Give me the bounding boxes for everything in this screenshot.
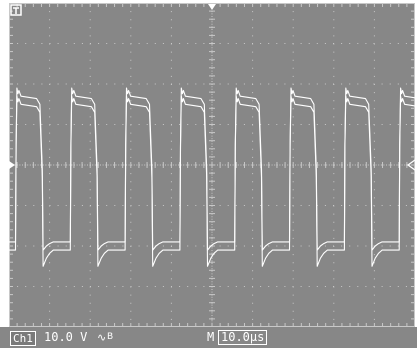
status-bar: Ch1 10.0 V ∿ B M 10.0μs: [0, 327, 417, 348]
timebase-scale[interactable]: 10.0μs: [218, 330, 268, 345]
channel-ground-arrow-icon: [9, 161, 15, 169]
timebase-label: M: [207, 330, 215, 344]
channel-label[interactable]: Ch1: [10, 331, 36, 346]
channel-scale: 10.0 V: [44, 330, 88, 344]
waveform-screen: [9, 3, 415, 327]
trace-layer: [9, 87, 415, 267]
waveform-trace-2: [9, 95, 415, 267]
waveform-plot: [9, 3, 415, 327]
trigger-time-arrow-icon: [208, 4, 216, 10]
trigger-position-icon: [10, 4, 22, 16]
coupling-icon: ∿: [97, 331, 107, 344]
marker-layer: [9, 4, 415, 171]
trigger-level-arrow-icon: [406, 159, 415, 171]
bandwidth-limit-icon: B: [107, 332, 114, 342]
graticule: [9, 3, 415, 327]
